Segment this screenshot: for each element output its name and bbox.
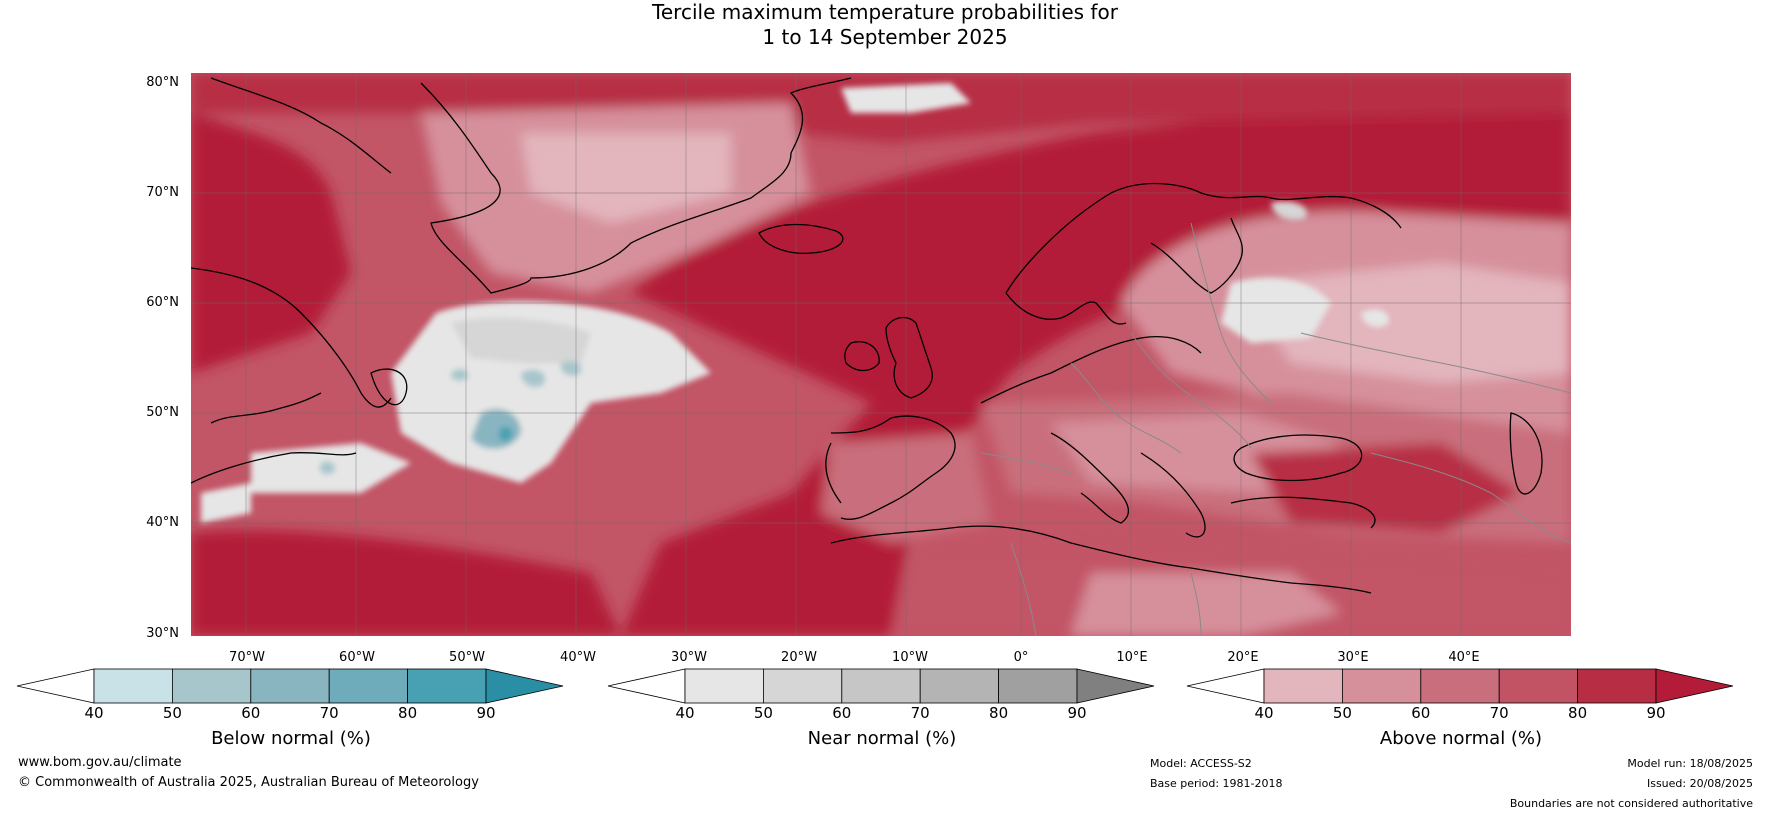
lon-label-60w: 60°W xyxy=(339,650,375,665)
colorbar-tick-label: 60 xyxy=(832,704,852,722)
colorbar-title-below-normal: Below normal (%) xyxy=(211,728,371,749)
colorbar-segment-4 xyxy=(919,668,1000,704)
lat-label-50n: 50°N xyxy=(146,405,179,420)
lon-label-40e: 40°E xyxy=(1448,650,1480,665)
lon-label-70w: 70°W xyxy=(229,650,265,665)
map-title: Tercile maximum temperature probabilitie… xyxy=(0,0,1770,50)
map-svg xyxy=(191,73,1571,636)
model-run-text: Model run: 18/08/2025 xyxy=(1627,757,1753,770)
lat-label-80n: 80°N xyxy=(146,75,179,90)
colorbar-near-normal xyxy=(607,668,1155,704)
colorbar-title-near-normal: Near normal (%) xyxy=(807,728,957,749)
colorbar-segment-1 xyxy=(1263,668,1343,704)
lon-label-20e: 20°E xyxy=(1227,650,1259,665)
model-text: Model: ACCESS-S2 xyxy=(1150,757,1252,770)
coastlines xyxy=(191,77,1543,594)
lat-label-70n: 70°N xyxy=(146,185,179,200)
copyright-text: © Commonwealth of Australia 2025, Austra… xyxy=(18,775,479,790)
colorbar-tick-label: 50 xyxy=(162,704,182,722)
colorbar-segment-2 xyxy=(1341,668,1422,704)
lon-label-40w: 40°W xyxy=(560,650,596,665)
colorbar-segment-1 xyxy=(684,668,764,704)
colorbar-tick-label: 60 xyxy=(1411,704,1431,722)
colorbar-segment-2 xyxy=(171,668,252,704)
colorbar-tick-label: 70 xyxy=(1489,704,1509,722)
issued-text: Issued: 20/08/2025 xyxy=(1646,777,1753,790)
lon-label-50w: 50°W xyxy=(449,650,485,665)
colorbar-above-normal xyxy=(1186,668,1734,704)
colorbar-tick-label: 70 xyxy=(319,704,339,722)
colorbar-high-extend xyxy=(1076,668,1155,704)
colorbar-tick-label: 80 xyxy=(398,704,418,722)
colorbar-tick-label: 40 xyxy=(675,704,695,722)
lat-label-60n: 60°N xyxy=(146,295,179,310)
disclaimer-text: Boundaries are not considered authoritat… xyxy=(1509,797,1753,810)
colorbar-segment-5 xyxy=(1577,668,1657,704)
colorbar-tick-label: 50 xyxy=(1332,704,1352,722)
colorbar-low-extend xyxy=(16,668,95,704)
lon-label-20w: 20°W xyxy=(781,650,817,665)
colorbar-segment-2 xyxy=(762,668,843,704)
colorbar-segment-3 xyxy=(250,668,330,704)
lon-label-30e: 30°E xyxy=(1337,650,1369,665)
colorbar-segment-3 xyxy=(841,668,921,704)
lon-label-10e: 10°E xyxy=(1116,650,1148,665)
lon-label-30w: 30°W xyxy=(671,650,707,665)
colorbar-tick-label: 40 xyxy=(84,704,104,722)
colorbar-segment-5 xyxy=(998,668,1078,704)
title-line-2: 1 to 14 September 2025 xyxy=(762,25,1008,49)
colorbar-below-normal xyxy=(16,668,564,704)
colorbar-tick-label: 90 xyxy=(1646,704,1666,722)
probability-map xyxy=(191,73,1571,636)
title-line-1: Tercile maximum temperature probabilitie… xyxy=(652,0,1118,24)
colorbar-high-extend xyxy=(1655,668,1734,704)
colorbar-tick-label: 80 xyxy=(989,704,1009,722)
country-borders xyxy=(980,222,1571,636)
colorbar-low-extend xyxy=(607,668,686,704)
colorbar-tick-label: 70 xyxy=(910,704,930,722)
colorbar-segment-1 xyxy=(93,668,173,704)
colorbar-segment-5 xyxy=(407,668,487,704)
colorbar-segment-4 xyxy=(328,668,409,704)
colorbar-tick-label: 40 xyxy=(1254,704,1274,722)
graticule xyxy=(191,73,1571,636)
probability-fields xyxy=(191,73,1571,636)
colorbar-title-above-normal: Above normal (%) xyxy=(1379,728,1543,749)
colorbar-tick-label: 60 xyxy=(241,704,261,722)
colorbar-tick-label: 90 xyxy=(1067,704,1087,722)
colorbar-high-extend xyxy=(485,668,564,704)
base-period-text: Base period: 1981-2018 xyxy=(1150,777,1283,790)
colorbar-segment-4 xyxy=(1498,668,1579,704)
lon-label-0: 0° xyxy=(1013,650,1029,665)
lat-label-40n: 40°N xyxy=(146,515,179,530)
colorbar-low-extend xyxy=(1186,668,1265,704)
colorbar-segment-3 xyxy=(1420,668,1500,704)
near-below-normal-fields xyxy=(201,83,1390,523)
lat-label-30n: 30°N xyxy=(146,626,179,641)
colorbar-tick-label: 80 xyxy=(1568,704,1588,722)
website-text: www.bom.gov.au/climate xyxy=(18,755,182,770)
lon-label-10w: 10°W xyxy=(892,650,928,665)
colorbar-tick-label: 50 xyxy=(753,704,773,722)
colorbar-tick-label: 90 xyxy=(476,704,496,722)
